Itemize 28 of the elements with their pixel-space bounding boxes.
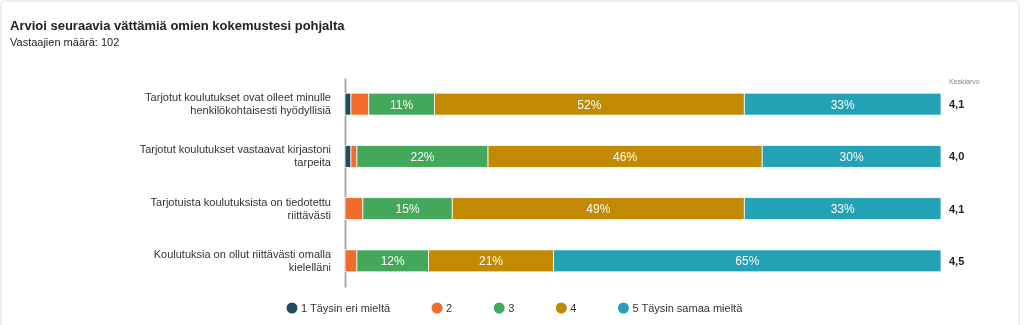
text: 4,0 — [949, 150, 965, 163]
data-label: 49% — [586, 202, 611, 217]
bar — [344, 145, 352, 168]
data-label: 11% — [390, 97, 414, 112]
text: 4,1 — [949, 98, 965, 111]
y-tick-label: Tarjotut koulutukset ovat olleet minulle henkilökohtaisesti hyödyllisiä — [145, 91, 332, 117]
legend-label: 3 — [508, 302, 515, 314]
text: 4,5 — [949, 254, 965, 267]
legend-label: 4 — [570, 302, 577, 314]
text: Vastaajien määrä: 102 — [10, 36, 120, 48]
text: 4,1 — [949, 202, 965, 215]
data-label: 33% — [830, 202, 855, 217]
text: Arvioi seuraavia vättämiä omien kokemustesi pohjalta — [10, 18, 346, 33]
y-tick-label: Tarjotut koulutukset vastaavat kirjastoni tarpeita — [139, 143, 332, 169]
legend-label: 2 — [446, 302, 453, 314]
data-label: 52% — [577, 97, 602, 112]
legend-label: 1 Täysin eri mieltä — [301, 302, 391, 314]
data-label: 30% — [839, 149, 864, 164]
data-label: 22% — [410, 149, 435, 164]
y-tick-label: Tarjotuista koulutuksista on tiedotettu riittävästi — [150, 195, 331, 221]
data-label: 12% — [380, 254, 406, 269]
legend-label: 5 Täysin samaa mieltä — [632, 302, 744, 314]
data-label: 46% — [613, 149, 638, 164]
data-label: 15% — [395, 202, 420, 217]
data-label: 65% — [735, 254, 760, 269]
y-tick-label: Koulutuksia on ollut riittävästi omalla kielelläni — [153, 247, 332, 273]
data-label: 33% — [830, 97, 855, 112]
data-label: 21% — [479, 254, 504, 269]
